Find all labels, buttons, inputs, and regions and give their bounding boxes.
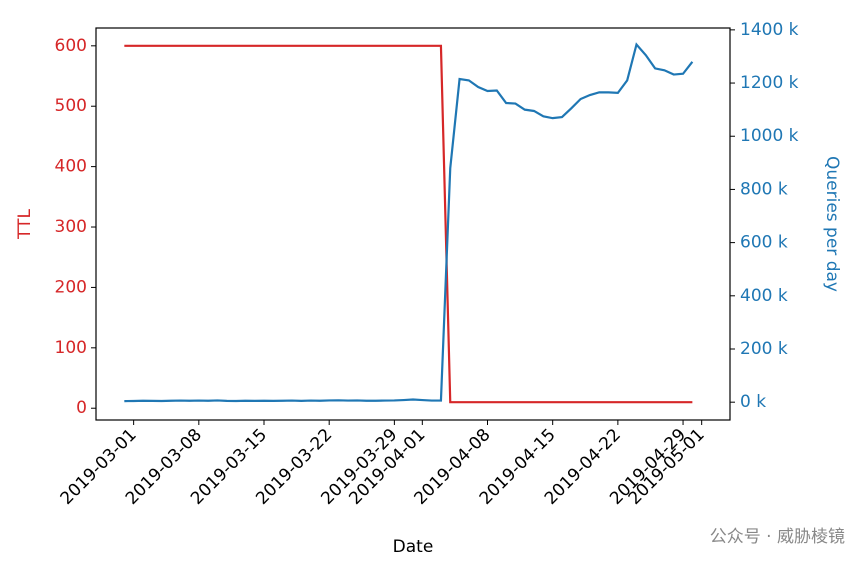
y-axis-label: TTL bbox=[15, 209, 35, 240]
y2-tick-label: 0 k bbox=[740, 392, 766, 412]
y2-tick-label: 1000 k bbox=[740, 126, 799, 146]
y2-tick-label: 200 k bbox=[740, 339, 788, 359]
y2-axis-label: Queries per day bbox=[822, 156, 842, 292]
x-axis-label: Date bbox=[393, 537, 434, 557]
y-tick-label: 200 bbox=[55, 277, 87, 297]
y-tick-label: 500 bbox=[55, 96, 87, 116]
y-tick-label: 400 bbox=[55, 157, 87, 177]
series-line bbox=[124, 42, 694, 403]
y-tick-label: 0 bbox=[76, 398, 87, 418]
plot-frame bbox=[95, 27, 731, 421]
y2-tick-label: 1400 k bbox=[740, 20, 799, 40]
y2-tick-label: 400 k bbox=[740, 286, 788, 306]
y2-tick-label: 1200 k bbox=[740, 73, 799, 93]
y-tick-label: 300 bbox=[55, 217, 87, 237]
y2-tick-label: 800 k bbox=[740, 179, 788, 199]
y2-tick-label: 600 k bbox=[740, 233, 788, 253]
y-tick-label: 600 bbox=[55, 36, 87, 56]
y-tick-label: 100 bbox=[55, 338, 87, 358]
series-line bbox=[124, 44, 693, 404]
watermark: 公众号 · 威胁棱镜 bbox=[710, 527, 845, 547]
